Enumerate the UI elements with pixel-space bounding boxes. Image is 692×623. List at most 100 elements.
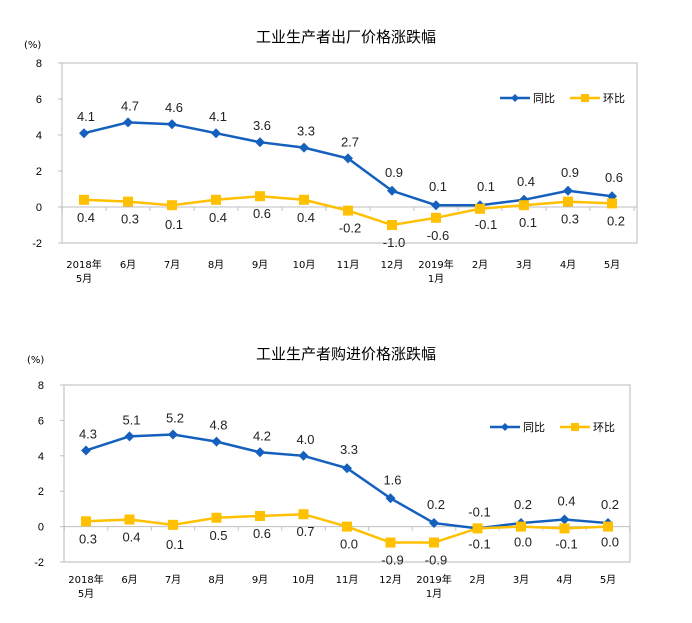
yoy-data-label: 3.6 xyxy=(253,118,271,133)
mom-data-label: -0.1 xyxy=(468,536,490,551)
mom-data-point xyxy=(211,512,222,523)
yoy-data-point xyxy=(124,431,135,442)
yoy-data-label: 0.1 xyxy=(429,179,447,194)
x-tick-label: 5月 xyxy=(78,588,94,600)
yoy-data-point xyxy=(255,447,265,458)
yoy-data-label: 3.3 xyxy=(297,124,315,139)
y-tick-label: 6 xyxy=(36,94,42,106)
yoy-data-label: 4.2 xyxy=(253,428,271,443)
yoy-data-point xyxy=(387,185,397,196)
yoy-data-point xyxy=(342,463,352,474)
mom-data-point xyxy=(385,537,396,548)
mom-data-point xyxy=(603,521,613,532)
plot-frame xyxy=(63,384,631,563)
x-tick-label: 9月 xyxy=(252,574,268,586)
mom-data-label: 0.6 xyxy=(253,206,271,221)
yoy-data-label: 4.6 xyxy=(165,100,183,115)
mom-data-point xyxy=(342,521,352,532)
x-tick-label: 11月 xyxy=(337,259,360,271)
mom-data-label: -0.1 xyxy=(475,217,497,232)
mom-data-point xyxy=(211,194,221,205)
mom-data-label: 0.1 xyxy=(519,215,537,230)
x-tick-label: 6月 xyxy=(121,574,137,586)
yoy-data-point xyxy=(299,142,309,153)
mom-data-label: 0.4 xyxy=(77,210,95,225)
legend-diamond-marker xyxy=(501,423,509,431)
yoy-data-label: 0.9 xyxy=(385,165,403,180)
y-tick-label: 8 xyxy=(38,380,44,392)
yoy-data-label: 0.6 xyxy=(605,170,623,185)
x-tick-label: 2月 xyxy=(472,259,488,271)
yoy-data-point xyxy=(298,450,309,461)
ppi-output-chart: 工业生产者出厂价格涨跌幅 (%) 8 6 4 2 0 -2 2018年 5月 6月 7月 8月 9月 1… xyxy=(0,0,692,310)
yoy-data-point xyxy=(211,128,221,139)
mom-data-label: 0.0 xyxy=(514,535,532,550)
y-tick-label: -2 xyxy=(34,557,44,569)
mom-data-label: 0.4 xyxy=(122,530,140,545)
mom-data-point xyxy=(563,196,573,207)
x-tick-label: 12月 xyxy=(379,574,402,586)
mom-data-label: -0.2 xyxy=(339,221,361,236)
legend-label: 环比 xyxy=(603,92,625,105)
x-tick-label: 10月 xyxy=(293,259,316,271)
yoy-data-point xyxy=(211,436,222,447)
chart-canvas: 8 6 4 2 0 -2 2018年 5月 6月 7月 8月 9月 10月 11月 12月 2019年 1月 2月… xyxy=(32,58,638,285)
mom-data-point xyxy=(516,521,526,532)
yoy-data-label: 0.1 xyxy=(477,179,495,194)
mom-data-label: 0.3 xyxy=(561,212,579,227)
x-tick-label: 7月 xyxy=(165,574,181,586)
mom-data-label: 0.1 xyxy=(165,217,183,232)
x-tick-label: 1月 xyxy=(426,588,442,600)
legend-diamond-marker xyxy=(511,94,519,102)
mom-data-point xyxy=(298,509,309,520)
yoy-data-label: 4.8 xyxy=(209,418,227,433)
mom-data-point xyxy=(343,205,353,216)
x-tick-label: 3月 xyxy=(516,259,532,271)
yoy-data-label: 4.1 xyxy=(77,109,95,124)
y-axis-unit: (%) xyxy=(27,355,45,366)
legend-label: 同比 xyxy=(533,92,555,105)
x-tick-label: 6月 xyxy=(120,259,136,271)
mom-data-point xyxy=(559,523,570,534)
mom-data-label: 0.0 xyxy=(601,535,619,550)
x-tick-label: 2019年 xyxy=(416,573,451,586)
yoy-data-label: -0.1 xyxy=(468,504,490,519)
mom-data-label: 0.0 xyxy=(340,537,358,552)
x-tick-label: 5月 xyxy=(600,574,616,586)
x-tick-label: 8月 xyxy=(208,574,224,586)
mom-data-label: 0.6 xyxy=(253,526,271,541)
mom-data-label: 0.4 xyxy=(209,210,227,225)
x-tick-label: 11月 xyxy=(336,574,359,586)
y-tick-label: 4 xyxy=(36,130,42,142)
mom-data-point xyxy=(255,191,265,202)
yoy-data-point xyxy=(559,514,570,525)
x-tick-label: 2018年 xyxy=(66,258,101,271)
x-tick-label: 7月 xyxy=(164,259,180,271)
legend-label: 环比 xyxy=(593,421,615,434)
mom-data-label: -1.0 xyxy=(383,235,405,250)
x-tick-label: 5月 xyxy=(76,273,92,285)
mom-data-label: -0.9 xyxy=(425,553,447,568)
y-tick-label: 0 xyxy=(38,522,44,534)
yoy-data-label: 0.2 xyxy=(601,497,619,512)
yoy-data-label: 0.2 xyxy=(514,497,532,512)
mom-data-point xyxy=(387,220,397,230)
yoy-data-label: 0.4 xyxy=(517,174,535,189)
mom-data-point xyxy=(123,196,133,207)
yoy-data-point xyxy=(563,185,573,196)
mom-data-label: 0.4 xyxy=(297,210,315,225)
yoy-data-label: 2.7 xyxy=(341,134,359,149)
yoy-data-point xyxy=(431,200,441,211)
ppi-input-chart: 工业生产者购进价格涨跌幅 (%) 8 6 4 2 0 -2 2018年 5月 6月 7月 8月 9月 1… xyxy=(0,320,692,623)
mom-data-point xyxy=(167,200,177,211)
legend-square-marker xyxy=(571,423,579,431)
yoy-data-point xyxy=(168,429,178,440)
mom-data-label: 0.5 xyxy=(209,528,227,543)
x-tick-label: 2019年 xyxy=(418,258,453,271)
x-tick-label: 12月 xyxy=(381,259,404,271)
yoy-data-label: 0.9 xyxy=(561,165,579,180)
mom-data-label: -0.1 xyxy=(555,536,577,551)
yoy-data-label: 4.3 xyxy=(79,426,97,441)
mom-data-point xyxy=(472,523,483,534)
yoy-data-label: 4.7 xyxy=(121,98,139,113)
